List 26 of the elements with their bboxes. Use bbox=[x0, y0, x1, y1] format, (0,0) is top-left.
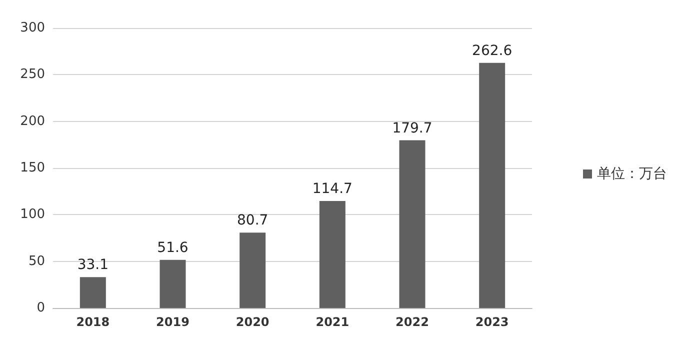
x-tick-label: 2018 bbox=[76, 315, 110, 329]
data-label: 33.1 bbox=[77, 257, 109, 274]
x-tick-label: 2020 bbox=[236, 315, 270, 329]
y-tick-label: 250 bbox=[20, 67, 45, 82]
x-tick-label: 2019 bbox=[156, 315, 190, 329]
y-tick-label: 100 bbox=[20, 207, 45, 222]
bar bbox=[479, 62, 506, 308]
bar bbox=[240, 232, 266, 308]
data-label: 114.7 bbox=[312, 180, 352, 197]
data-label: 179.7 bbox=[392, 120, 432, 136]
data-label: 262.6 bbox=[472, 42, 512, 59]
y-tick-label: 150 bbox=[20, 160, 45, 176]
legend-label: 单位：万台 bbox=[597, 166, 667, 182]
y-tick-label: 50 bbox=[28, 254, 45, 269]
y-tick-label: 0 bbox=[36, 300, 45, 316]
y-tick-label: 200 bbox=[20, 114, 45, 129]
data-label: 51.6 bbox=[157, 240, 188, 256]
data-label: 80.7 bbox=[236, 212, 268, 229]
bar bbox=[80, 277, 106, 308]
x-tick-label: 2023 bbox=[475, 315, 509, 329]
bar bbox=[160, 260, 186, 308]
bar bbox=[319, 200, 346, 308]
x-tick-label: 2022 bbox=[396, 315, 429, 329]
bar bbox=[399, 140, 426, 308]
y-tick-label: 300 bbox=[20, 20, 45, 36]
x-tick-label: 2021 bbox=[316, 315, 350, 329]
